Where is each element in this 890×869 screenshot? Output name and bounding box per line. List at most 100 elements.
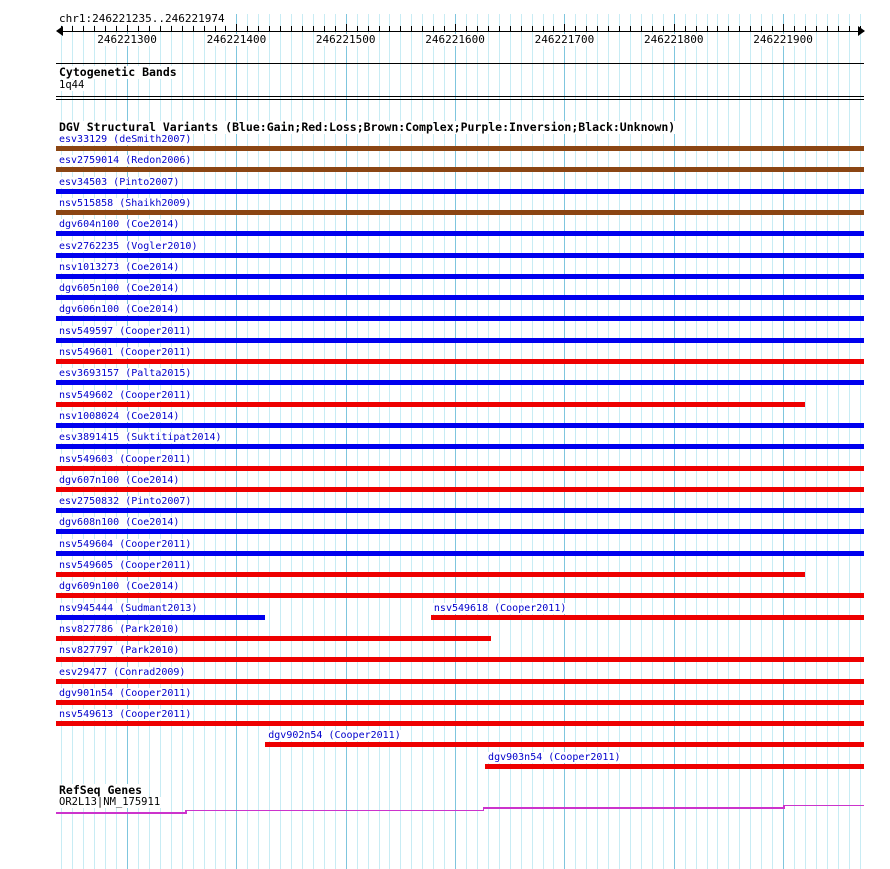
variant-bar[interactable] [56, 273, 864, 279]
variant-bar[interactable] [56, 465, 864, 471]
minor-tick [859, 26, 861, 31]
variant-bar[interactable] [56, 678, 864, 684]
variant-bar[interactable] [56, 401, 806, 407]
variant-bar[interactable] [56, 657, 864, 663]
feature-label[interactable]: dgv608n100 (Coe2014) [58, 517, 181, 529]
minor-tick [258, 26, 260, 31]
feature-label[interactable]: nsv549597 (Cooper2011) [58, 325, 193, 337]
variant-bar[interactable] [56, 146, 864, 151]
gridline [848, 14, 850, 869]
gene-label[interactable]: OR2L13|NM_175911 [58, 796, 162, 808]
feature-label[interactable]: nsv549601 (Cooper2011) [58, 347, 193, 358]
feature-label[interactable]: nsv549613 (Cooper2011) [58, 709, 193, 721]
major-tick [455, 24, 457, 32]
arrow-right-icon[interactable] [858, 26, 865, 36]
gridline [673, 14, 675, 869]
gene-exon-segment[interactable] [482, 807, 784, 809]
feature-label[interactable]: nsv549602 (Cooper2011) [58, 389, 193, 401]
gridline [783, 14, 785, 869]
variant-bar[interactable] [56, 699, 864, 705]
feature-label[interactable]: nsv1008024 (Coe2014) [58, 410, 181, 422]
feature-label[interactable]: nsv1013273 (Coe2014) [58, 261, 181, 273]
track-separator [56, 99, 864, 100]
variant-bar[interactable] [56, 444, 864, 450]
gene-exon-segment[interactable] [56, 812, 186, 814]
variant-bar[interactable] [56, 529, 864, 535]
feature-label[interactable]: nsv549603 (Cooper2011) [58, 453, 193, 465]
track-separator [56, 96, 864, 97]
minor-tick [411, 26, 413, 31]
variant-bar[interactable] [56, 380, 864, 386]
feature-label[interactable]: dgv609n100 (Coe2014) [58, 581, 181, 593]
feature-label[interactable]: nsv827786 (Park2010) [58, 623, 181, 635]
feature-label[interactable]: dgv604n100 (Coe2014) [58, 219, 181, 231]
feature-label[interactable]: esv3693157 (Palta2015) [58, 368, 193, 380]
variant-bar[interactable] [485, 763, 864, 769]
variant-bar[interactable] [56, 337, 864, 343]
gridline [422, 14, 424, 869]
arrow-left-icon[interactable] [56, 26, 63, 36]
feature-label[interactable]: nsv549605 (Cooper2011) [58, 560, 193, 571]
variant-bar[interactable] [56, 167, 864, 173]
variant-bar[interactable] [430, 614, 864, 620]
gridline [553, 14, 555, 869]
variant-bar[interactable] [56, 593, 864, 599]
gridline [630, 14, 632, 869]
gridline [575, 14, 577, 869]
gridline [476, 14, 478, 869]
gridline [542, 14, 544, 869]
variant-bar[interactable] [56, 295, 864, 301]
minor-tick [170, 26, 172, 31]
variant-bar[interactable] [56, 635, 491, 641]
feature-label[interactable]: nsv945444 (Sudmant2013) [58, 602, 199, 614]
minor-tick [433, 26, 435, 31]
feature-label[interactable]: esv2759014 (Redon2006) [58, 155, 193, 167]
variant-bar[interactable] [265, 742, 864, 748]
feature-label[interactable]: nsv549604 (Cooper2011) [58, 538, 193, 550]
cytoband-label[interactable]: 1q44 [58, 79, 86, 91]
variant-bar[interactable] [56, 508, 864, 514]
tick-label: 246221400 [205, 33, 268, 46]
feature-label[interactable]: esv34503 (Pinto2007) [58, 176, 181, 188]
minor-tick [181, 26, 183, 31]
feature-label[interactable]: dgv901n54 (Cooper2011) [58, 687, 193, 699]
variant-bar[interactable] [56, 209, 864, 215]
variant-bar[interactable] [56, 252, 864, 258]
feature-label[interactable]: dgv607n100 (Coe2014) [58, 474, 181, 486]
variant-bar[interactable] [56, 614, 266, 620]
variant-bar[interactable] [56, 572, 806, 577]
feature-label[interactable]: dgv606n100 (Coe2014) [58, 304, 181, 316]
gene-exon-segment[interactable] [783, 804, 864, 806]
feature-label[interactable]: esv33129 (deSmith2007) [58, 134, 193, 145]
minor-tick [367, 26, 369, 31]
feature-label[interactable]: nsv827797 (Park2010) [58, 645, 181, 657]
variant-bar[interactable] [56, 231, 864, 237]
minor-tick [356, 26, 358, 31]
feature-label[interactable]: esv2750832 (Pinto2007) [58, 496, 193, 508]
variant-bar[interactable] [56, 721, 864, 727]
feature-label[interactable]: dgv605n100 (Coe2014) [58, 283, 181, 295]
variant-bar[interactable] [56, 316, 864, 322]
gene-exon-segment[interactable] [185, 809, 483, 811]
variant-bar[interactable] [56, 188, 864, 194]
minor-tick [203, 26, 205, 31]
minor-tick [575, 26, 577, 31]
feature-label[interactable]: nsv549618 (Cooper2011) [432, 602, 568, 614]
variant-bar[interactable] [56, 486, 864, 492]
feature-label[interactable]: esv2762235 (Vogler2010) [58, 240, 199, 252]
variant-bar[interactable] [56, 359, 864, 364]
feature-label[interactable]: esv3891415 (Suktitipat2014) [58, 432, 223, 444]
feature-label[interactable]: nsv515858 (Shaikh2009) [58, 197, 193, 209]
feature-label[interactable]: dgv902n54 (Cooper2011) [267, 730, 402, 742]
gridline [531, 14, 533, 869]
cytogenetic-track-title: Cytogenetic Bands [58, 65, 178, 79]
minor-tick [794, 26, 796, 31]
feature-label[interactable]: dgv903n54 (Cooper2011) [487, 751, 622, 763]
gridline [520, 14, 522, 869]
minor-tick [487, 26, 489, 31]
feature-label[interactable]: esv29477 (Conrad2009) [58, 666, 187, 678]
coordinate-ruler[interactable]: chr1:246221235..246221974 246221300 24622… [0, 0, 890, 56]
variant-bar[interactable] [56, 422, 864, 428]
variant-bar[interactable] [56, 550, 864, 556]
minor-tick [378, 26, 380, 31]
